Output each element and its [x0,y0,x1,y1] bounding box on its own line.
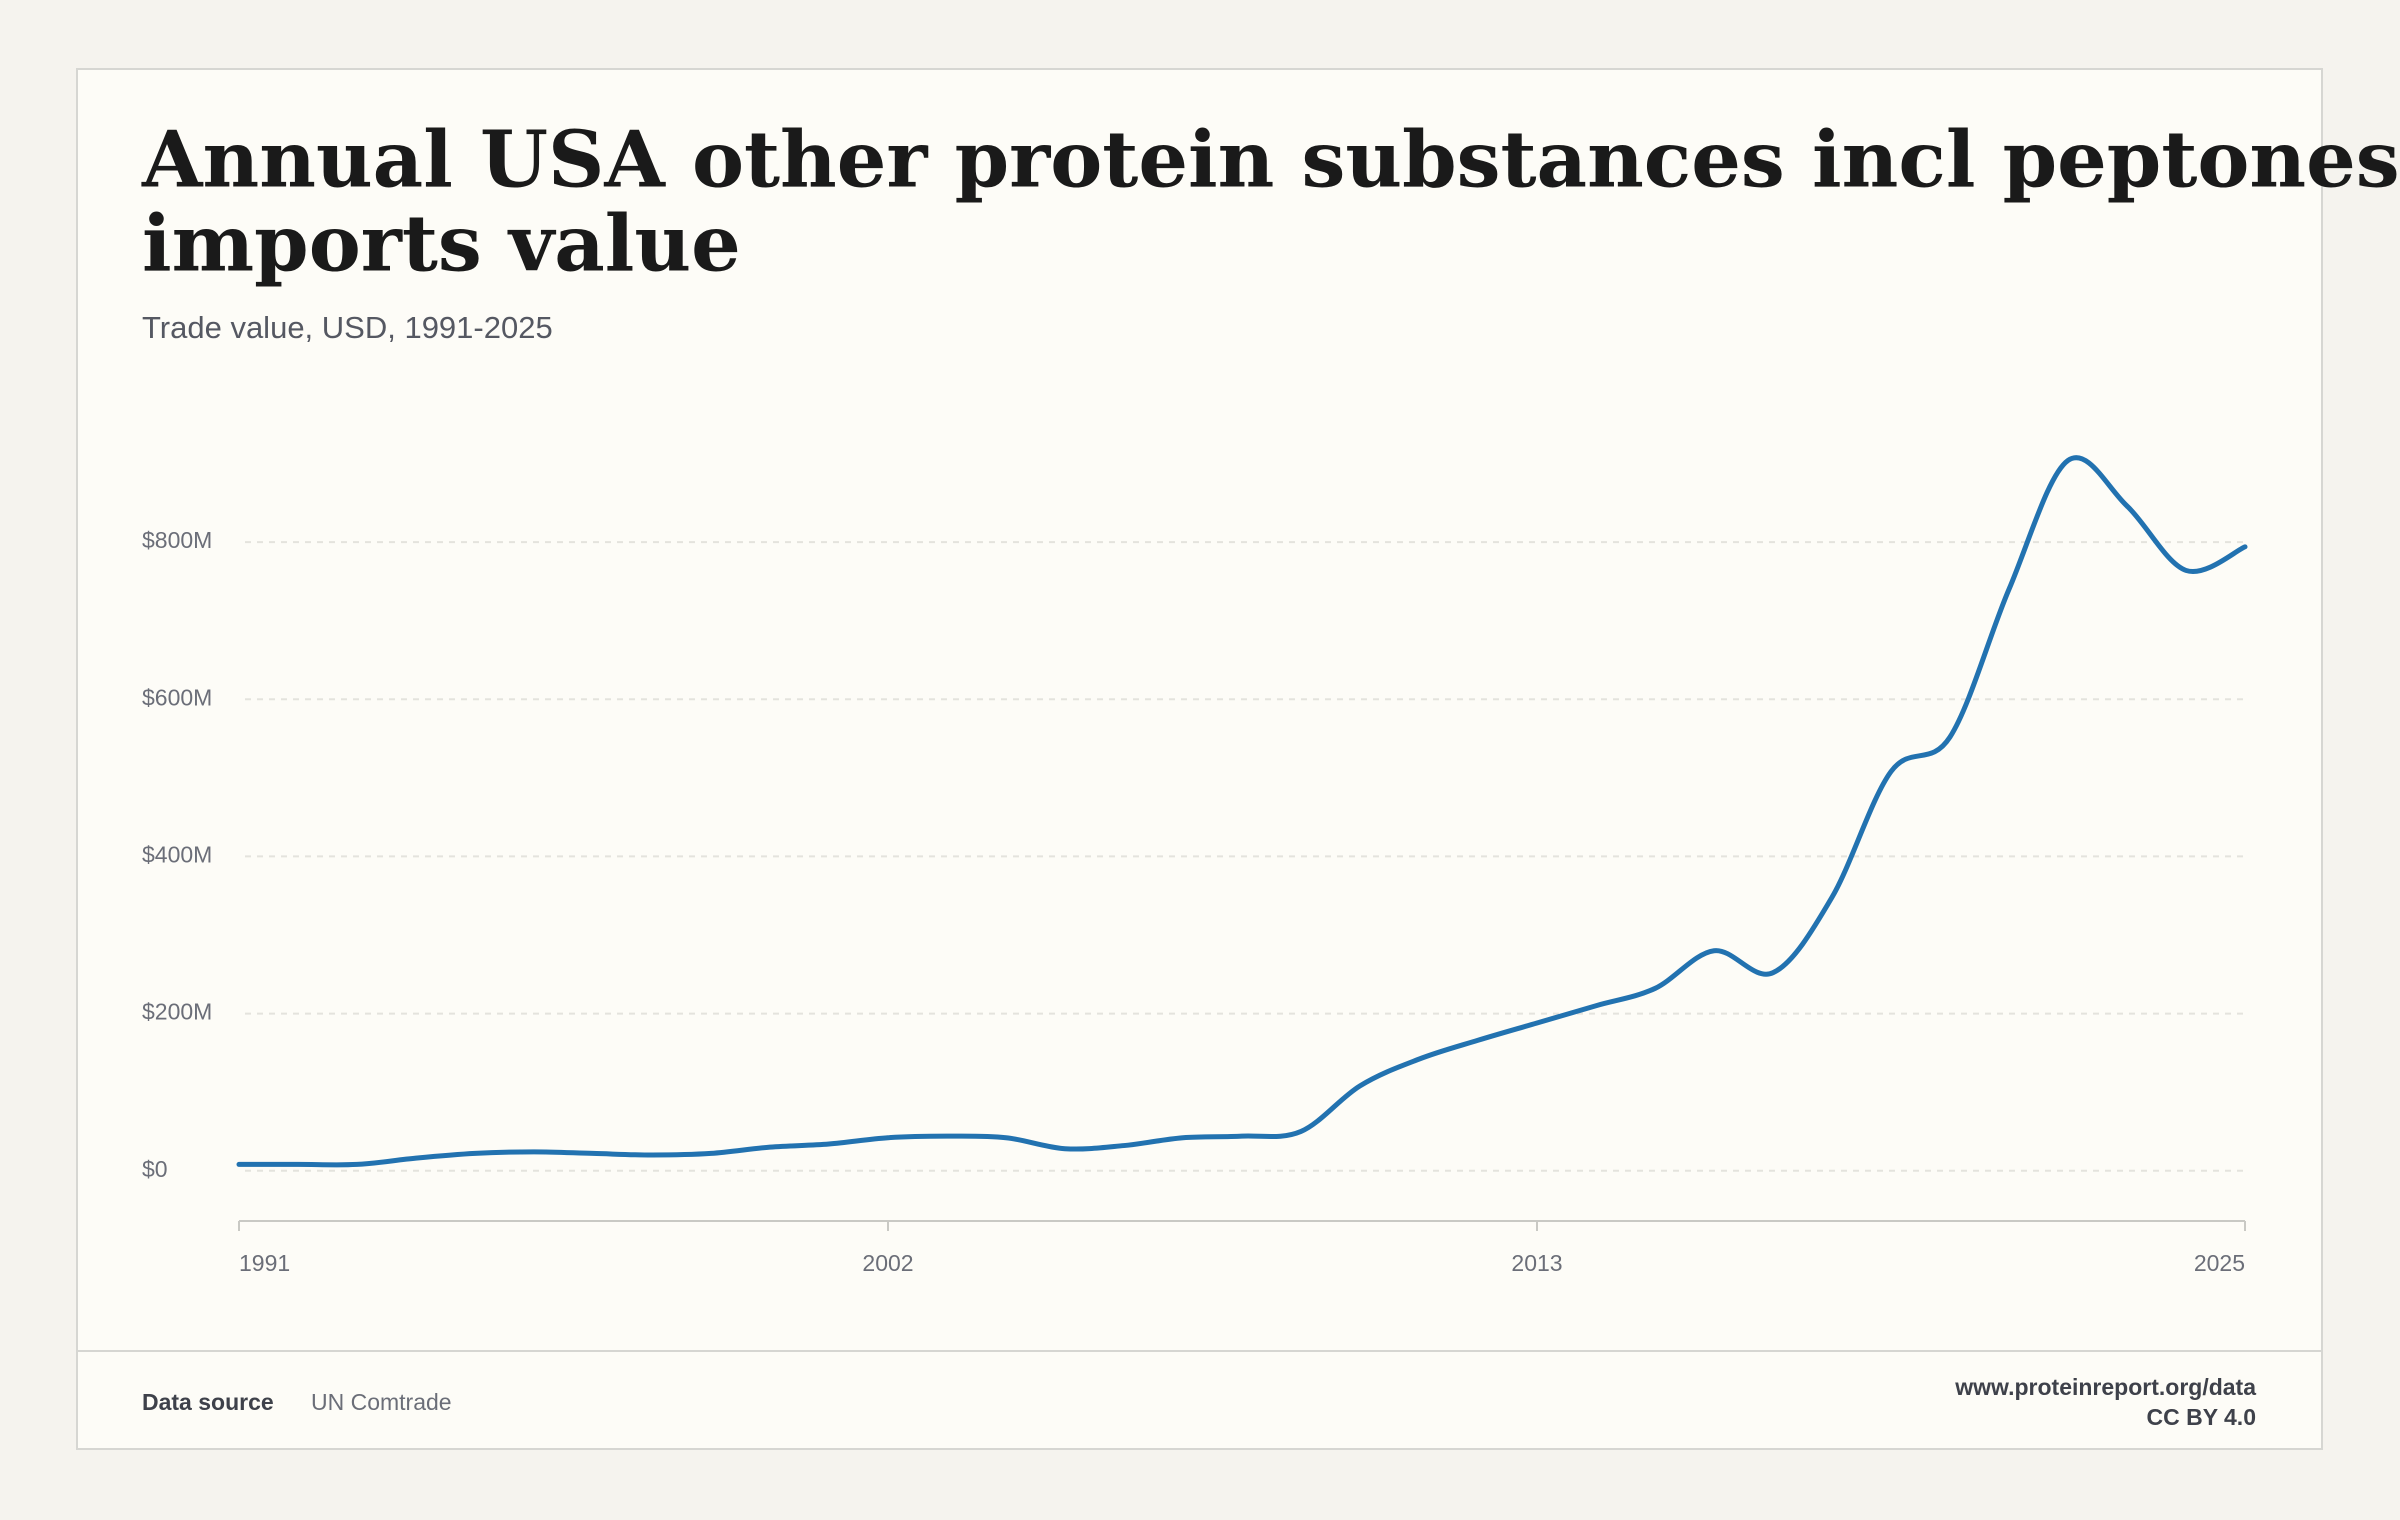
x-tick-label: 1991 [239,1250,290,1276]
card [76,68,2323,1450]
x-tick-label: 2002 [862,1250,913,1276]
chart-title: Annual USA other protein substances incl… [141,115,2400,206]
data-line [236,455,2248,1168]
y-tick-label: $400M [142,842,212,868]
y-tick-label: $0 [142,1156,168,1182]
source-url: www.proteinreport.org/data [1954,1374,2256,1400]
source-label: Data source [142,1389,274,1415]
source: UN Comtrade [311,1389,452,1415]
x-tick-label: 2025 [2194,1250,2245,1276]
chart-subtitle: Trade value, USD, 1991-2025 [142,310,553,345]
chart-title: imports value [142,199,741,290]
x-tick-label: 2013 [1511,1250,1562,1276]
y-tick-label: $200M [142,999,212,1025]
license: CC BY 4.0 [2146,1404,2256,1430]
y-tick-label: $600M [142,684,212,710]
y-tick-label: $800M [142,527,212,553]
